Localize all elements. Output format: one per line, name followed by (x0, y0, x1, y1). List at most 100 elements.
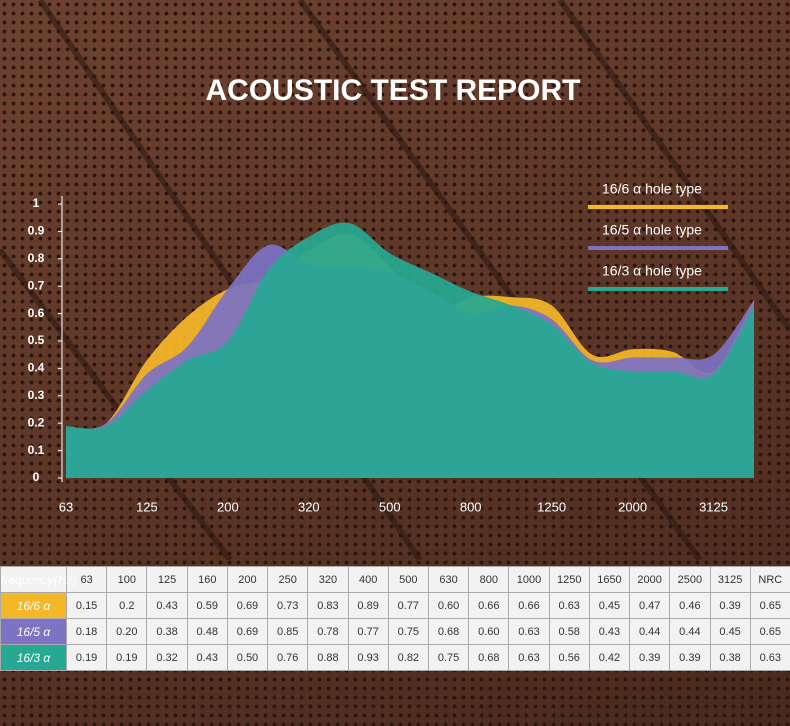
table-cell: 16/5 α (0, 618, 67, 645)
table-cell: 0.93 (347, 644, 389, 671)
table-cell: 0.59 (186, 592, 228, 619)
table-cell: 0.73 (267, 592, 309, 619)
table-cell: 320 (307, 566, 349, 593)
table-cell: 1650 (588, 566, 631, 593)
table-cell: 2000 (629, 566, 671, 593)
x-tick-label: 125 (136, 499, 158, 514)
x-tick-label: 800 (460, 499, 482, 514)
x-tick-label: 2000 (618, 499, 647, 514)
y-tick-label: 0.7 (28, 278, 45, 292)
table-cell: 0.69 (226, 592, 269, 619)
y-tick-label: 0.5 (28, 333, 45, 347)
table-cell: frequency(Hz) (0, 566, 76, 593)
table-cell: 160 (186, 566, 228, 593)
table-cell: 0.63 (508, 618, 550, 645)
table-cell: 0.44 (669, 618, 711, 645)
table-cell: 400 (347, 566, 389, 593)
table-cell: 125 (146, 566, 188, 593)
table-cell: 16/6 α (0, 592, 67, 619)
table-cell: 16/3 α (0, 644, 67, 671)
table-cell: 0.65 (749, 618, 790, 645)
y-tick-label: 0.1 (28, 443, 45, 457)
table-cell: 0.63 (508, 644, 550, 671)
table-row: 16/6 α 0.15 0.2 0.43 0.59 0.69 0.73 0.83 0.89 0.7… (0, 592, 790, 619)
table-cell: 0.77 (387, 592, 429, 619)
table-cell: 0.43 (186, 644, 228, 671)
table-cell: NRC (749, 566, 790, 593)
chart: ACOUSTIC TEST REPORT 0 0.1 0.2 0.3 0.4 0.5 0.6… (0, 0, 790, 560)
legend-label: 16/3 α hole type (602, 263, 702, 279)
x-tick-label: 3125 (699, 499, 728, 514)
table-cell: 0.43 (146, 592, 188, 619)
y-tick-label: 0.8 (28, 251, 45, 265)
table-header: frequency(Hz) 63 100 125 160 200 250 320 400 500 6… (0, 566, 790, 593)
table-cell: 0.48 (186, 618, 228, 645)
table-cell: 0.88 (307, 644, 349, 671)
table-cell: 2500 (669, 566, 711, 593)
table-cell: 0.68 (468, 644, 510, 671)
table-cell: 0.77 (347, 618, 389, 645)
chart-title: ACOUSTIC TEST REPORT (205, 74, 580, 107)
table-row: 16/5 α 0.18 0.20 0.38 0.48 0.69 0.85 0.78 0.77 0.… (0, 618, 790, 645)
y-tick-label: 1 (33, 196, 40, 210)
table-cell: 0.15 (65, 592, 108, 619)
table-cell: 0.45 (588, 592, 631, 619)
table-cell: 0.47 (629, 592, 671, 619)
table-cell: 1000 (508, 566, 550, 593)
table-cell: 0.56 (548, 644, 590, 671)
table-cell: 0.82 (387, 644, 429, 671)
table-cell: 0.60 (468, 618, 510, 645)
table-cell: 100 (106, 566, 148, 593)
y-tick-label: 0.9 (28, 224, 45, 238)
table-cell: 0.39 (709, 592, 751, 619)
y-tick-label: 0.6 (28, 306, 45, 320)
table-cell: 0.83 (307, 592, 349, 619)
table-cell: 63 (65, 566, 108, 593)
x-tick-label: 500 (379, 499, 401, 514)
table-cell: 0.45 (709, 618, 751, 645)
table-cell: 0.19 (65, 644, 108, 671)
table-cell: 630 (427, 566, 470, 593)
area (66, 222, 754, 478)
table-cell: 0.39 (669, 644, 711, 671)
legend-label: 16/5 α hole type (602, 222, 702, 238)
y-tick-label: 0 (33, 470, 40, 484)
table-cell: 0.68 (427, 618, 470, 645)
table-cell: 0.32 (146, 644, 188, 671)
table-cell: 0.60 (427, 592, 470, 619)
table-cell: 0.42 (588, 644, 631, 671)
table-cell: 0.38 (709, 644, 751, 671)
data-table: frequency(Hz) 63 100 125 160 200 250 320 400 500 6… (0, 566, 790, 671)
table-cell: 200 (226, 566, 269, 593)
table-cell: 0.2 (106, 592, 148, 619)
table-cell: 500 (387, 566, 429, 593)
x-tick-label: 320 (298, 499, 320, 514)
table-cell: 0.44 (629, 618, 671, 645)
table-cell: 0.43 (588, 618, 631, 645)
x-tick-label: 200 (217, 499, 239, 514)
table-cell: 0.69 (226, 618, 269, 645)
table-cell: 0.58 (548, 618, 590, 645)
y-tick-label: 0.3 (28, 388, 45, 402)
table-cell: 0.78 (307, 618, 349, 645)
table-cell: 0.63 (548, 592, 590, 619)
table-cell: 0.38 (146, 618, 188, 645)
table-row: 16/3 α 0.19 0.19 0.32 0.43 0.50 0.76 0.88 0.93 0.… (0, 644, 790, 671)
table-cell: 0.66 (468, 592, 510, 619)
table-cell: 0.89 (347, 592, 389, 619)
areas (66, 222, 754, 478)
table-cell: 3125 (709, 566, 751, 593)
table-cell: 0.65 (749, 592, 790, 619)
table-cell: 1250 (548, 566, 590, 593)
table-cell: 250 (267, 566, 309, 593)
y-tick-label: 0.4 (28, 361, 45, 375)
table-cell: 800 (468, 566, 510, 593)
table-cell: 0.75 (427, 644, 470, 671)
x-tick-label: 63 (59, 499, 73, 514)
table-cell: 0.66 (508, 592, 550, 619)
table-cell: 0.46 (669, 592, 711, 619)
table-cell: 0.63 (749, 644, 790, 671)
table-cell: 0.76 (267, 644, 309, 671)
legend-label: 16/6 α hole type (602, 181, 702, 197)
